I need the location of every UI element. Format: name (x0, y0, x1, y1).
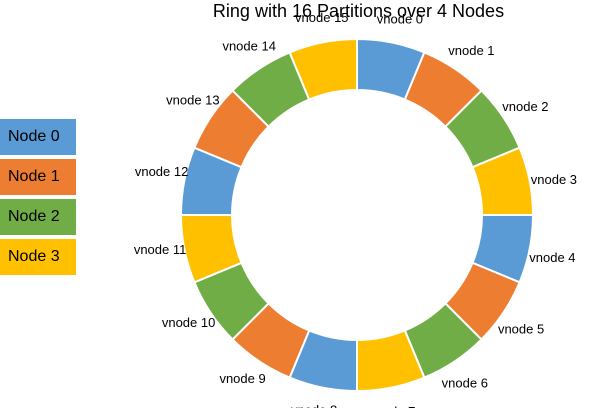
vnode-label: vnode 7 (369, 404, 415, 408)
vnode-label: vnode 0 (377, 12, 423, 27)
vnode-label: vnode 5 (498, 321, 544, 336)
vnode-label: vnode 12 (135, 164, 189, 179)
vnode-label: vnode 6 (442, 375, 488, 390)
legend-swatch: Node 1 (0, 159, 76, 195)
legend-item-node-3: Node 3 (0, 239, 76, 279)
vnode-label: vnode 14 (222, 39, 276, 54)
legend-item-node-0: Node 0 (0, 119, 76, 159)
vnode-label: vnode 15 (295, 10, 349, 25)
vnode-label: vnode 10 (162, 315, 216, 330)
vnode-label: vnode 11 (134, 242, 187, 257)
legend-item-node-2: Node 2 (0, 199, 76, 239)
ring-segment-15 (288, 37, 358, 101)
vnode-label: vnode 9 (219, 371, 265, 386)
vnode-label: vnode 1 (448, 43, 494, 58)
vnode-label: vnode 8 (291, 402, 337, 408)
legend-swatch: Node 3 (0, 239, 76, 275)
diagram-title: Ring with 16 Partitions over 4 Nodes (212, 1, 505, 21)
legend: Node 0 Node 1 Node 2 Node 3 (0, 119, 76, 279)
legend-item-node-1: Node 1 (0, 159, 76, 199)
vnode-label: vnode 13 (166, 93, 220, 108)
vnode-label: vnode 4 (529, 250, 575, 265)
legend-swatch: Node 2 (0, 199, 76, 235)
legend-swatch: Node 0 (0, 119, 76, 155)
vnode-label: vnode 3 (531, 172, 577, 187)
vnode-label: vnode 2 (502, 99, 548, 114)
